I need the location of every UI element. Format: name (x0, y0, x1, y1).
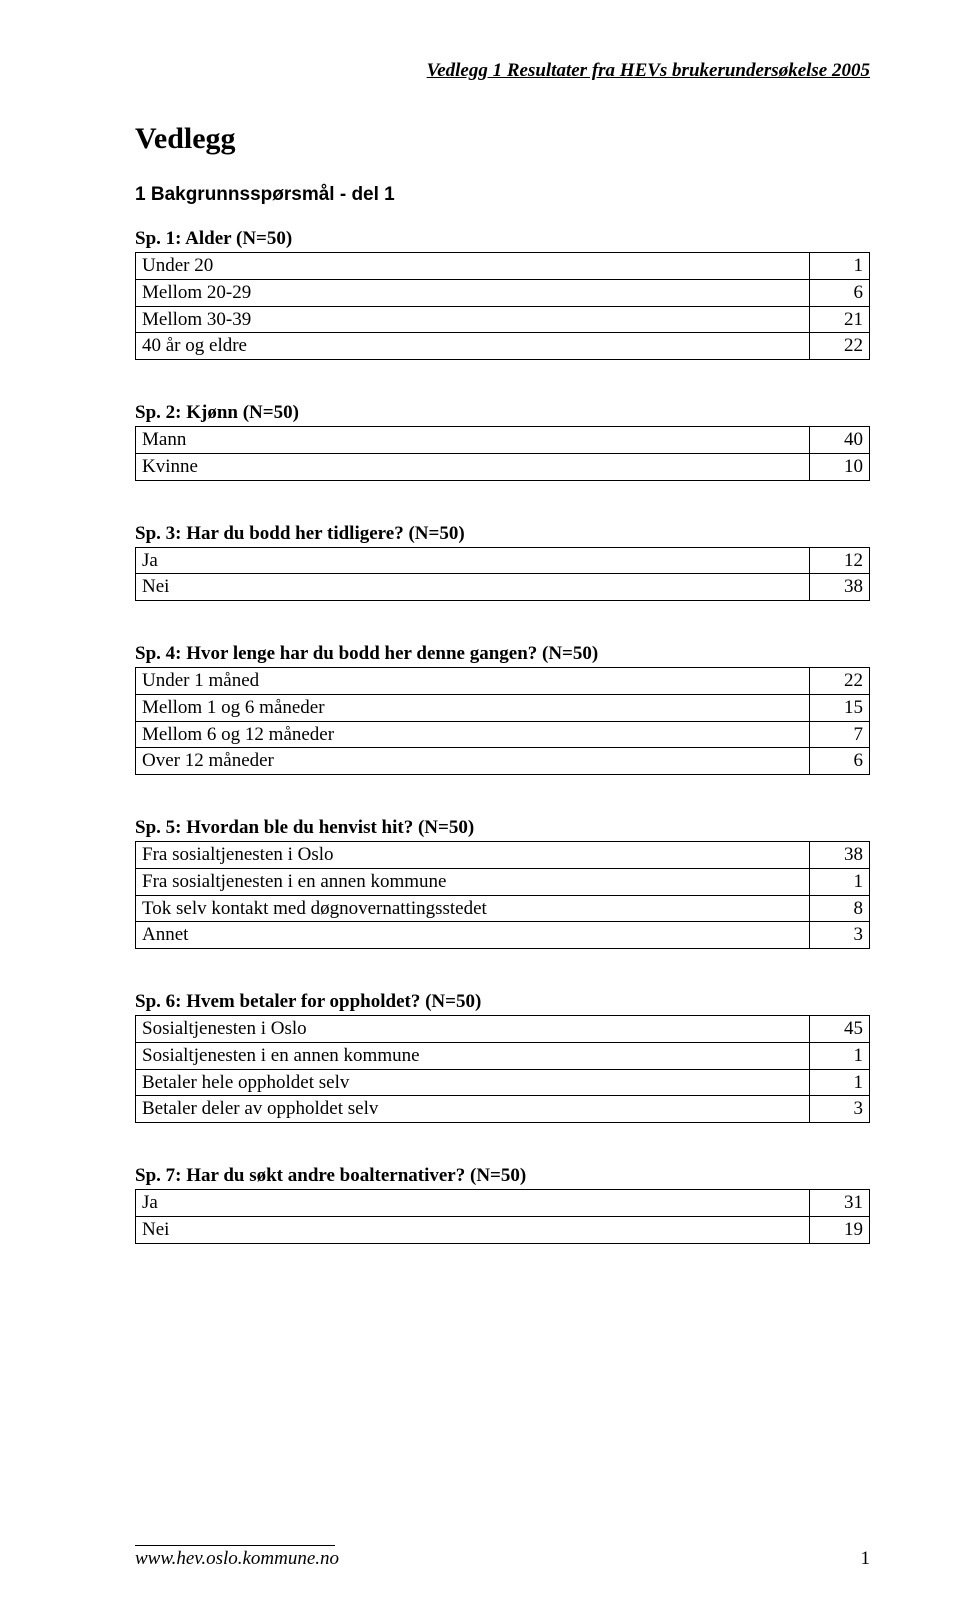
table-row: Betaler deler av oppholdet selv3 (136, 1096, 870, 1123)
question-title: Sp. 1: Alder (N=50) (135, 228, 870, 250)
row-label: Over 12 måneder (136, 748, 810, 775)
row-value: 31 (810, 1190, 870, 1217)
row-label: Under 1 måned (136, 668, 810, 695)
table-row: Fra sosialtjenesten i en annen kommune1 (136, 868, 870, 895)
row-label: Sosialtjenesten i en annen kommune (136, 1042, 810, 1069)
row-label: Annet (136, 922, 810, 949)
row-value: 15 (810, 694, 870, 721)
table-row: Ja12 (136, 547, 870, 574)
row-label: Fra sosialtjenesten i en annen kommune (136, 868, 810, 895)
question-table: Ja12Nei38 (135, 547, 870, 602)
table-row: Tok selv kontakt med døgnovernattingsste… (136, 895, 870, 922)
table-row: Nei38 (136, 574, 870, 601)
footer-url: www.hev.oslo.kommune.no (135, 1548, 339, 1570)
row-value: 38 (810, 842, 870, 869)
row-value: 3 (810, 922, 870, 949)
row-value: 1 (810, 1042, 870, 1069)
table-row: Sosialtjenesten i Oslo45 (136, 1016, 870, 1043)
table-row: Mellom 20-296 (136, 279, 870, 306)
row-label: Mann (136, 427, 810, 454)
row-value: 38 (810, 574, 870, 601)
row-value: 45 (810, 1016, 870, 1043)
footer-rule (135, 1545, 335, 1546)
page-header-right: Vedlegg 1 Resultater fra HEVs brukerunde… (135, 60, 870, 82)
table-row: Fra sosialtjenesten i Oslo38 (136, 842, 870, 869)
questions-container: Sp. 1: Alder (N=50)Under 201Mellom 20-29… (135, 228, 870, 1244)
row-value: 1 (810, 1069, 870, 1096)
row-label: Mellom 6 og 12 måneder (136, 721, 810, 748)
row-value: 19 (810, 1216, 870, 1243)
question-title: Sp. 7: Har du søkt andre boalternativer?… (135, 1165, 870, 1187)
row-label: Tok selv kontakt med døgnovernattingsste… (136, 895, 810, 922)
row-label: Nei (136, 574, 810, 601)
question-table: Under 201Mellom 20-296Mellom 30-392140 å… (135, 252, 870, 360)
row-value: 6 (810, 748, 870, 775)
table-row: Mellom 1 og 6 måneder15 (136, 694, 870, 721)
table-row: Annet3 (136, 922, 870, 949)
question-table: Sosialtjenesten i Oslo45Sosialtjenesten … (135, 1015, 870, 1123)
row-label: Mellom 1 og 6 måneder (136, 694, 810, 721)
section-subtitle: 1 Bakgrunnsspørsmål - del 1 (135, 184, 870, 206)
question-title: Sp. 3: Har du bodd her tidligere? (N=50) (135, 523, 870, 545)
question-title: Sp. 5: Hvordan ble du henvist hit? (N=50… (135, 817, 870, 839)
row-value: 21 (810, 306, 870, 333)
row-label: Ja (136, 1190, 810, 1217)
row-label: Betaler deler av oppholdet selv (136, 1096, 810, 1123)
table-row: Ja31 (136, 1190, 870, 1217)
main-title: Vedlegg (135, 122, 870, 156)
row-label: Ja (136, 547, 810, 574)
row-label: Nei (136, 1216, 810, 1243)
table-row: Kvinne10 (136, 453, 870, 480)
row-label: Betaler hele oppholdet selv (136, 1069, 810, 1096)
row-label: 40 år og eldre (136, 333, 810, 360)
row-label: Mellom 30-39 (136, 306, 810, 333)
question-table: Fra sosialtjenesten i Oslo38Fra sosialtj… (135, 841, 870, 949)
question-title: Sp. 6: Hvem betaler for oppholdet? (N=50… (135, 991, 870, 1013)
question-table: Ja31Nei19 (135, 1189, 870, 1244)
table-row: Mellom 30-3921 (136, 306, 870, 333)
question-table: Mann40Kvinne10 (135, 426, 870, 481)
question-title: Sp. 4: Hvor lenge har du bodd her denne … (135, 643, 870, 665)
row-value: 1 (810, 253, 870, 280)
row-value: 7 (810, 721, 870, 748)
row-value: 6 (810, 279, 870, 306)
row-value: 22 (810, 668, 870, 695)
table-row: Mann40 (136, 427, 870, 454)
table-row: Betaler hele oppholdet selv1 (136, 1069, 870, 1096)
question-title: Sp. 2: Kjønn (N=50) (135, 402, 870, 424)
row-value: 12 (810, 547, 870, 574)
row-label: Kvinne (136, 453, 810, 480)
row-value: 22 (810, 333, 870, 360)
table-row: Over 12 måneder6 (136, 748, 870, 775)
table-row: Under 201 (136, 253, 870, 280)
row-value: 1 (810, 868, 870, 895)
footer-page-number: 1 (861, 1548, 871, 1570)
row-value: 3 (810, 1096, 870, 1123)
row-value: 8 (810, 895, 870, 922)
row-label: Under 20 (136, 253, 810, 280)
table-row: Mellom 6 og 12 måneder7 (136, 721, 870, 748)
table-row: 40 år og eldre22 (136, 333, 870, 360)
page-footer: www.hev.oslo.kommune.no 1 (135, 1545, 870, 1570)
table-row: Under 1 måned22 (136, 668, 870, 695)
row-value: 10 (810, 453, 870, 480)
table-row: Nei19 (136, 1216, 870, 1243)
question-table: Under 1 måned22Mellom 1 og 6 måneder15Me… (135, 667, 870, 775)
row-label: Mellom 20-29 (136, 279, 810, 306)
row-value: 40 (810, 427, 870, 454)
row-label: Fra sosialtjenesten i Oslo (136, 842, 810, 869)
row-label: Sosialtjenesten i Oslo (136, 1016, 810, 1043)
table-row: Sosialtjenesten i en annen kommune1 (136, 1042, 870, 1069)
